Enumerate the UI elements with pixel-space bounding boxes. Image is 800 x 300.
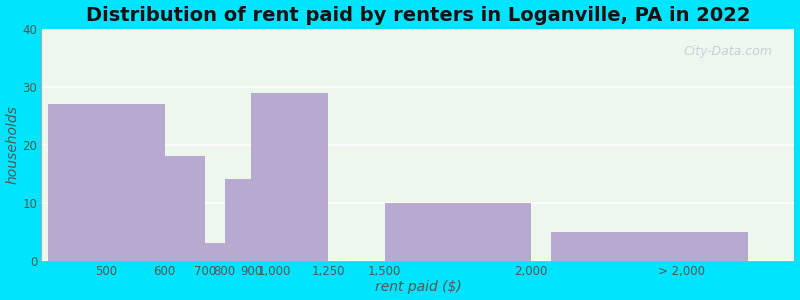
X-axis label: rent paid ($): rent paid ($): [374, 280, 462, 294]
Bar: [251, 93, 328, 260]
Y-axis label: households: households: [6, 105, 19, 184]
Text: City-Data.com: City-Data.com: [683, 45, 772, 58]
Bar: [165, 156, 205, 260]
Bar: [48, 104, 165, 260]
Bar: [551, 232, 748, 260]
Title: Distribution of rent paid by renters in Loganville, PA in 2022: Distribution of rent paid by renters in …: [86, 6, 750, 25]
Bar: [385, 202, 531, 260]
Bar: [225, 179, 251, 260]
Bar: [205, 243, 225, 260]
